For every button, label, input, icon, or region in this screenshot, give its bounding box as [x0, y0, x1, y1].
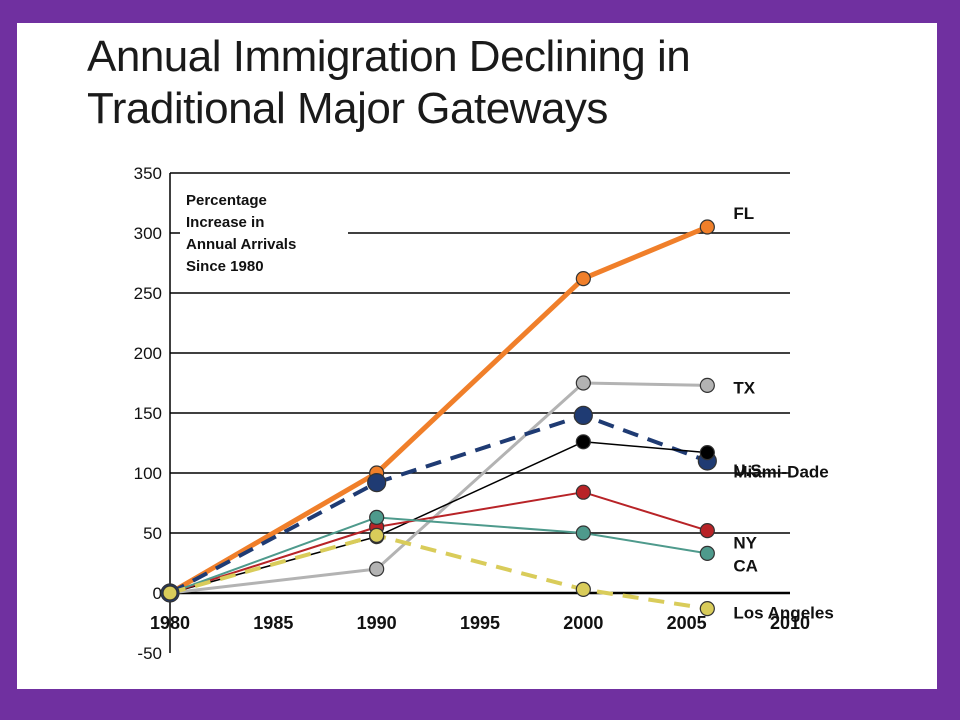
- series-line-ny: [169, 491, 708, 594]
- x-tick-label: 2010: [770, 613, 810, 633]
- data-point: [573, 405, 593, 425]
- data-point: [575, 484, 591, 500]
- series-line-u-s-: [169, 413, 709, 595]
- line-chart: -50 0 50 100 150 200 250 300 350 1980 1985 1990 1995…: [134, 164, 834, 663]
- series-label: NY: [733, 534, 757, 553]
- series-label: Los Angeles: [733, 604, 833, 623]
- annotation-text: Increase in: [186, 214, 264, 231]
- x-tick-label: 1980: [150, 613, 190, 633]
- y-tick-label: -50: [137, 644, 162, 663]
- data-point: [699, 600, 715, 617]
- slide-title: Annual Immigration Declining in Traditio…: [87, 31, 907, 135]
- series-label: TX: [733, 378, 755, 397]
- data-point: [575, 271, 591, 287]
- y-tick-label: 50: [143, 524, 162, 543]
- series-label: FL: [733, 204, 754, 223]
- series-label: CA: [733, 556, 758, 575]
- y-tick-label: 100: [134, 464, 162, 483]
- data-point: [369, 527, 385, 544]
- data-point: [575, 581, 591, 598]
- y-tick-label: 250: [134, 284, 162, 303]
- y-tick-label: 300: [134, 224, 162, 243]
- series-line-fl: [168, 224, 709, 596]
- annotation-text: Annual Arrivals: [186, 236, 296, 253]
- x-tick-label: 1990: [357, 613, 397, 633]
- x-tick-label: 1985: [253, 613, 293, 633]
- data-point: [575, 375, 591, 391]
- y-tick-label: 150: [134, 404, 162, 423]
- data-point: [369, 561, 385, 577]
- data-point: [699, 545, 715, 562]
- series-line-los-angeles: [169, 533, 708, 611]
- y-tick-label: 200: [134, 344, 162, 363]
- series-label: U.S.: [733, 461, 766, 480]
- title-line-2: Traditional Major Gateways: [87, 84, 608, 133]
- series-label: Miami-Dade: [733, 463, 828, 482]
- data-point: [575, 525, 591, 541]
- annotation-text: Percentage: [186, 192, 267, 209]
- annotation-text: Since 1980: [186, 258, 264, 275]
- data-point: [699, 219, 715, 235]
- data-point: [699, 377, 715, 393]
- x-tick-label: 1995: [460, 613, 500, 633]
- title-line-1: Annual Immigration Declining in: [87, 32, 691, 81]
- y-tick-label: 350: [134, 164, 162, 183]
- data-point: [162, 585, 178, 601]
- slide: Annual Immigration Declining in Traditio…: [17, 23, 937, 689]
- series-line-ca: [169, 516, 708, 594]
- y-tick-label: 0: [153, 584, 162, 603]
- x-tick-label: 2005: [667, 613, 707, 633]
- series-line-tx: [169, 381, 708, 595]
- annotation-box: [180, 185, 348, 289]
- x-tick-label: 2000: [563, 613, 603, 633]
- data-point: [369, 509, 385, 525]
- data-point: [699, 445, 715, 461]
- data-point: [699, 523, 715, 539]
- data-point: [575, 434, 591, 450]
- data-point: [367, 473, 387, 493]
